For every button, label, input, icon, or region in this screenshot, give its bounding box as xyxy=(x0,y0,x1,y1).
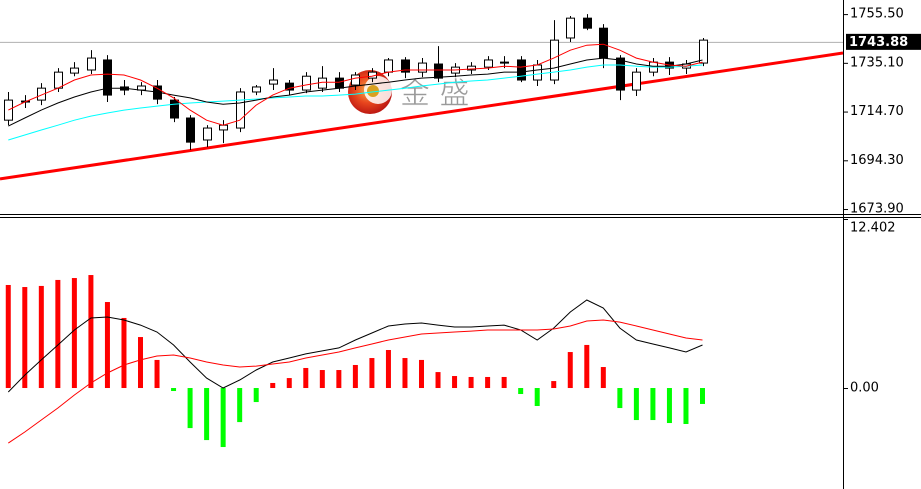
macd-bar xyxy=(617,388,623,409)
macd-bar xyxy=(71,278,77,389)
candle-body xyxy=(103,59,112,96)
macd-bar xyxy=(138,337,143,389)
candle-body xyxy=(285,82,294,91)
candle-body xyxy=(351,74,360,86)
macd-bar xyxy=(88,275,94,389)
macd-bar xyxy=(402,358,408,389)
macd-bar xyxy=(419,359,424,389)
macd-bar xyxy=(5,284,11,389)
macd-bar xyxy=(104,302,110,389)
macd-bar xyxy=(154,359,160,389)
candle-body xyxy=(484,59,493,68)
candle-body xyxy=(252,86,261,93)
candle-body xyxy=(37,87,46,101)
y-tick-label: 1673.90 xyxy=(850,202,904,217)
macd-bar xyxy=(204,388,210,441)
candle-body xyxy=(219,124,228,131)
macd-bar xyxy=(700,388,705,404)
last-price-box xyxy=(846,33,921,50)
macd-bar xyxy=(286,378,292,389)
macd-bar xyxy=(567,352,573,389)
macd-bar xyxy=(319,370,325,389)
macd-bar xyxy=(38,285,44,389)
macd-bar xyxy=(600,367,606,389)
macd-bar xyxy=(22,287,28,389)
indicator-line xyxy=(8,64,703,141)
candle-body xyxy=(87,57,96,71)
macd-bar xyxy=(501,376,507,389)
macd-bar xyxy=(385,349,391,389)
candle-body xyxy=(632,71,641,91)
candle-body xyxy=(434,63,443,79)
macd-bar xyxy=(270,382,276,389)
macd-bar xyxy=(55,279,61,389)
candle-body xyxy=(236,91,245,129)
macd-bar xyxy=(468,376,474,389)
candle-body xyxy=(54,71,63,89)
candle-body xyxy=(533,64,542,81)
candle-body xyxy=(401,59,410,73)
logo-dot xyxy=(367,85,379,97)
y-tick-label: 1694.30 xyxy=(850,153,904,168)
macd-bar xyxy=(650,388,656,421)
macd-bar xyxy=(452,376,458,389)
macd-bar xyxy=(352,364,358,389)
candle-body xyxy=(500,61,509,64)
macd-bar xyxy=(171,388,177,392)
indicator-line xyxy=(8,57,703,127)
candle-body xyxy=(418,62,427,73)
y-tick-label: 1755.50 xyxy=(850,7,904,22)
y-tick-label: 1735.10 xyxy=(850,55,904,70)
macd-panel xyxy=(5,275,705,448)
macd-bar xyxy=(303,367,309,389)
candle-body xyxy=(302,75,311,91)
candle-body xyxy=(599,27,608,59)
macd-bar xyxy=(187,388,193,429)
candle-body xyxy=(550,39,559,81)
candle-body xyxy=(186,117,195,143)
candle-body xyxy=(566,17,575,39)
macd-bar xyxy=(518,388,524,395)
price-panel: 金 盛 xyxy=(0,14,843,181)
macd-bar xyxy=(369,358,375,389)
candle-body xyxy=(335,77,344,89)
macd-bar xyxy=(551,381,557,389)
candle-body xyxy=(616,57,625,91)
candle-body xyxy=(203,127,212,141)
trendline xyxy=(0,51,843,181)
macd-bar xyxy=(666,388,672,424)
macd-bar xyxy=(253,388,259,403)
macd-bar xyxy=(683,388,689,424)
indicator-line xyxy=(7,299,703,393)
macd-bar xyxy=(237,388,243,423)
macd-bar xyxy=(534,388,540,407)
macd-bar xyxy=(220,388,226,448)
y-tick-label: 0.00 xyxy=(850,381,879,396)
candle-body xyxy=(70,67,79,74)
y-tick-label: 1714.70 xyxy=(850,104,904,119)
macd-bar xyxy=(584,344,590,389)
candle-body xyxy=(269,79,278,85)
indicator-line xyxy=(8,319,703,444)
candle-body xyxy=(699,39,708,64)
macd-bar xyxy=(485,376,491,389)
macd-bar xyxy=(435,372,441,389)
y-tick-label: 12.402 xyxy=(850,221,896,236)
last-price-label: 1743.88 xyxy=(849,35,908,50)
candle-body xyxy=(384,59,393,73)
macd-bar xyxy=(121,317,127,389)
macd-bar xyxy=(336,370,342,389)
macd-bar xyxy=(633,388,639,421)
candle-body xyxy=(517,59,526,81)
candle-body xyxy=(170,99,179,119)
indicator-line xyxy=(8,43,703,126)
candle-body xyxy=(583,17,592,29)
candle-body xyxy=(467,65,476,71)
